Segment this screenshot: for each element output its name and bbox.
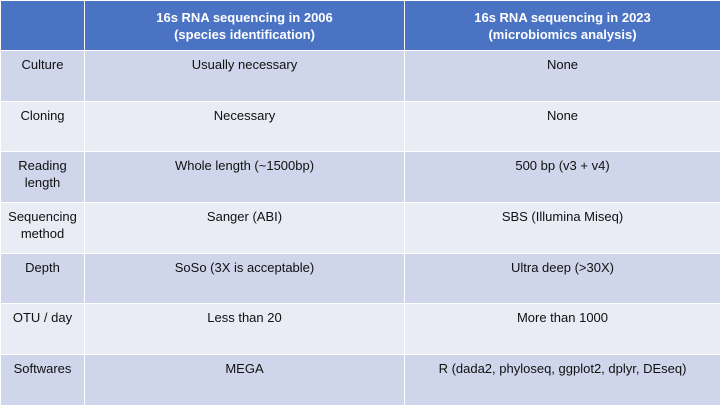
table-row-cloning: Cloning Necessary None (1, 101, 720, 152)
row-label: Cloning (1, 107, 84, 124)
table-header-row: 16s RNA sequencing in 2006 (species iden… (1, 1, 720, 51)
value-2006-cell: Usually necessary (85, 51, 405, 102)
table-row-depth: Depth SoSo (3X is acceptable) Ultra deep… (1, 253, 720, 304)
row-label-cell: OTU / day (1, 304, 85, 355)
row-label-cell: Depth (1, 253, 85, 304)
header-corner-cell (1, 1, 85, 51)
header-2006-title: 16s RNA sequencing in 2006 (85, 9, 404, 26)
header-2006-cell: 16s RNA sequencing in 2006 (species iden… (85, 1, 405, 51)
value-2006-cell: MEGA (85, 355, 405, 406)
value-2006-cell: Less than 20 (85, 304, 405, 355)
value-2023-cell: None (405, 51, 720, 102)
value-2023-cell: 500 bp (v3 + v4) (405, 152, 720, 203)
value-2006-cell: Sanger (ABI) (85, 203, 405, 254)
row-label-cell: Culture (1, 51, 85, 102)
value-2023-cell: R (dada2, phyloseq, ggplot2, dplyr, DEse… (405, 355, 720, 406)
table-row-otu-per-day: OTU / day Less than 20 More than 1000 (1, 304, 720, 355)
table-row-softwares: Softwares MEGA R (dada2, phyloseq, ggplo… (1, 355, 720, 406)
value-2023-cell: Ultra deep (>30X) (405, 253, 720, 304)
header-2023-subtitle: (microbiomics analysis) (405, 26, 720, 43)
header-2006-subtitle: (species identification) (85, 26, 404, 43)
row-label: Sequencing (1, 208, 84, 225)
table-row-culture: Culture Usually necessary None (1, 51, 720, 102)
header-2023-cell: 16s RNA sequencing in 2023 (microbiomics… (405, 1, 720, 51)
row-label-cell: Cloning (1, 101, 85, 152)
row-label-cell: Reading length (1, 152, 85, 203)
row-label: Softwares (1, 360, 84, 377)
value-2006-cell: Whole length (~1500bp) (85, 152, 405, 203)
value-2023-cell: More than 1000 (405, 304, 720, 355)
row-label: OTU / day (1, 309, 84, 326)
row-label: Reading (1, 157, 84, 174)
row-label-cell: Sequencing method (1, 203, 85, 254)
header-2023-title: 16s RNA sequencing in 2023 (405, 9, 720, 26)
value-2006-cell: SoSo (3X is acceptable) (85, 253, 405, 304)
row-label-line2: length (1, 174, 84, 191)
row-label-cell: Softwares (1, 355, 85, 406)
table-row-sequencing-method: Sequencing method Sanger (ABI) SBS (Illu… (1, 203, 720, 254)
row-label: Depth (1, 259, 84, 276)
row-label: Culture (1, 56, 84, 73)
value-2006-cell: Necessary (85, 101, 405, 152)
value-2023-cell: None (405, 101, 720, 152)
value-2023-cell: SBS (Illumina Miseq) (405, 203, 720, 254)
table-row-reading-length: Reading length Whole length (~1500bp) 50… (1, 152, 720, 203)
row-label-line2: method (1, 225, 84, 242)
